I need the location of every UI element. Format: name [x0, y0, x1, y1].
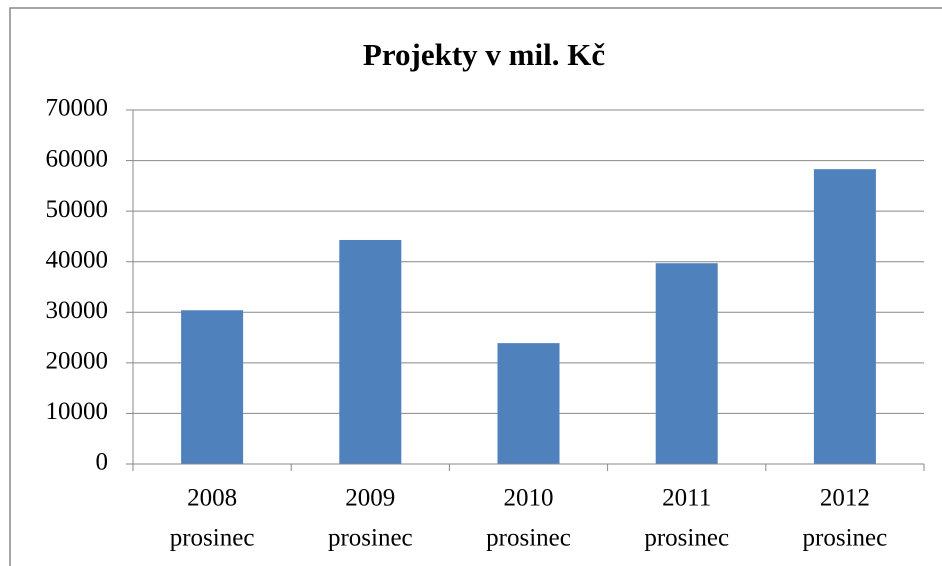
x-tick-label: prosinec: [170, 525, 255, 552]
x-tick-label: 2010: [504, 485, 554, 512]
x-tick-label: 2009: [345, 485, 395, 512]
y-tick-label: 40000: [46, 246, 109, 273]
x-tick-label: 2012: [820, 485, 870, 512]
chart-title: Projekty v mil. Kč: [363, 37, 605, 72]
y-tick-label: 70000: [46, 95, 109, 122]
x-tick-label: prosinec: [486, 525, 571, 552]
y-tick-label: 0: [96, 449, 109, 476]
x-tick-label: prosinec: [328, 525, 413, 552]
bar: [813, 169, 876, 464]
bar: [497, 343, 560, 464]
x-tick-label: prosinec: [644, 525, 729, 552]
bar: [339, 239, 402, 464]
y-tick-label: 30000: [46, 297, 109, 324]
y-tick-label: 50000: [46, 196, 109, 223]
x-tick-label: prosinec: [803, 525, 888, 552]
y-tick-label: 60000: [46, 145, 109, 172]
bar: [655, 263, 718, 464]
y-tick-label: 20000: [46, 348, 109, 375]
x-tick-label: 2011: [662, 485, 711, 512]
x-tick-label: 2008: [187, 485, 237, 512]
y-tick-label: 10000: [46, 398, 109, 425]
chart-frame: [9, 7, 942, 566]
bar: [181, 310, 244, 464]
